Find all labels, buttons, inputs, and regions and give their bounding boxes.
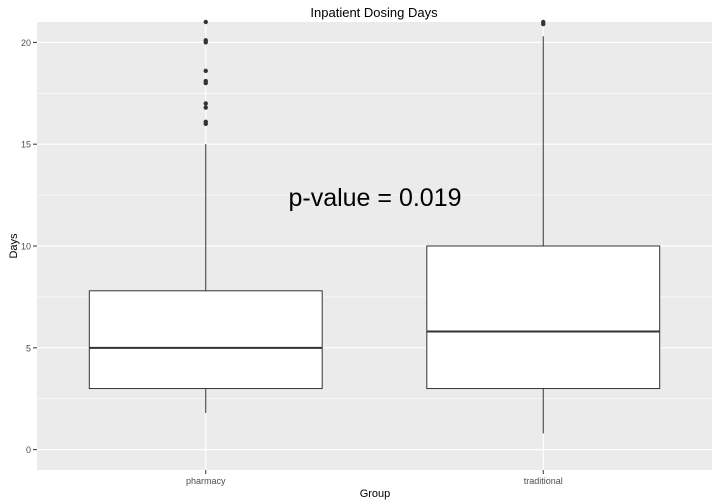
- outlier-point: [203, 105, 208, 110]
- y-tick-label: 20: [21, 38, 31, 48]
- outlier-point: [203, 119, 208, 124]
- box-iqr: [426, 245, 661, 390]
- y-tick-label: 15: [21, 140, 31, 150]
- outlier-point: [203, 68, 208, 74]
- x-tick-label: traditional: [524, 476, 563, 486]
- p-value-annotation: p-value = 0.019: [288, 184, 461, 212]
- x-axis-label: Group: [360, 488, 391, 500]
- x-tick-label: pharmacy: [186, 476, 226, 486]
- outlier-point: [203, 19, 208, 25]
- box-iqr: [88, 290, 323, 390]
- y-axis-label: Days: [8, 233, 20, 259]
- y-tick-label: 5: [26, 343, 31, 353]
- outlier-point: [203, 78, 208, 84]
- outlier-point: [203, 38, 208, 43]
- y-tick-label: 0: [26, 445, 31, 455]
- outlier-point: [203, 101, 208, 106]
- outlier-point: [541, 19, 546, 25]
- y-tick-label: 10: [21, 242, 31, 252]
- chart-title: Inpatient Dosing Days: [310, 5, 438, 20]
